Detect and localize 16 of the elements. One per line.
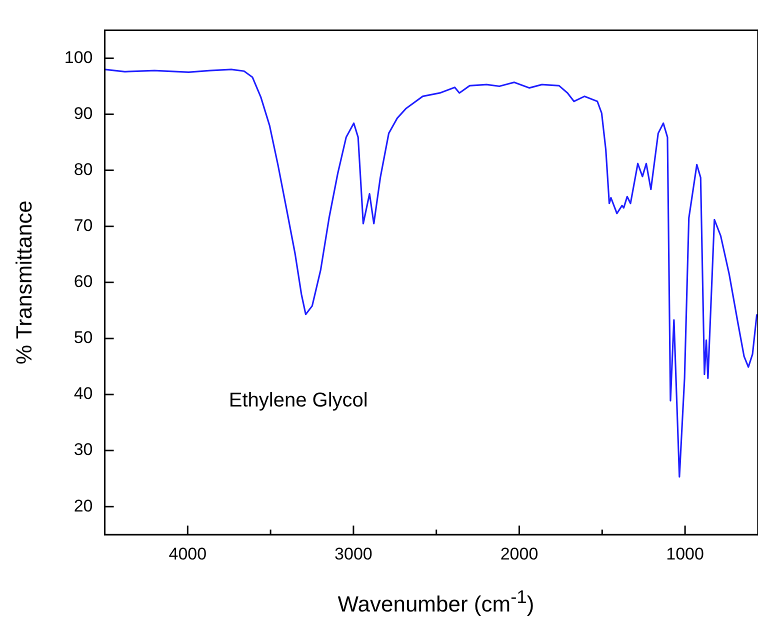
y-axis-title: % Transmittance [11,200,36,364]
y-tick-label: 40 [74,384,93,404]
y-tick-label: 80 [74,160,93,179]
x-tick-label: 1000 [666,544,704,564]
y-tick-label: 30 [74,440,93,460]
x-axis-title: Wavenumber (cm$^{-1}$) [336,586,536,618]
y-tick-label: 70 [74,216,93,236]
x-tick-label: 2000 [500,544,538,564]
annotation: Ethylene Glycol [228,389,368,412]
y-tick-label: 100 [64,48,93,67]
y-tick-label: 20 [74,496,93,516]
x-tick-label: 3000 [334,544,372,564]
y-tick-label: 90 [74,104,93,123]
x-tick-label: 4000 [168,544,207,564]
y-tick-label: 50 [74,328,93,348]
y-tick-label: 60 [74,272,93,292]
